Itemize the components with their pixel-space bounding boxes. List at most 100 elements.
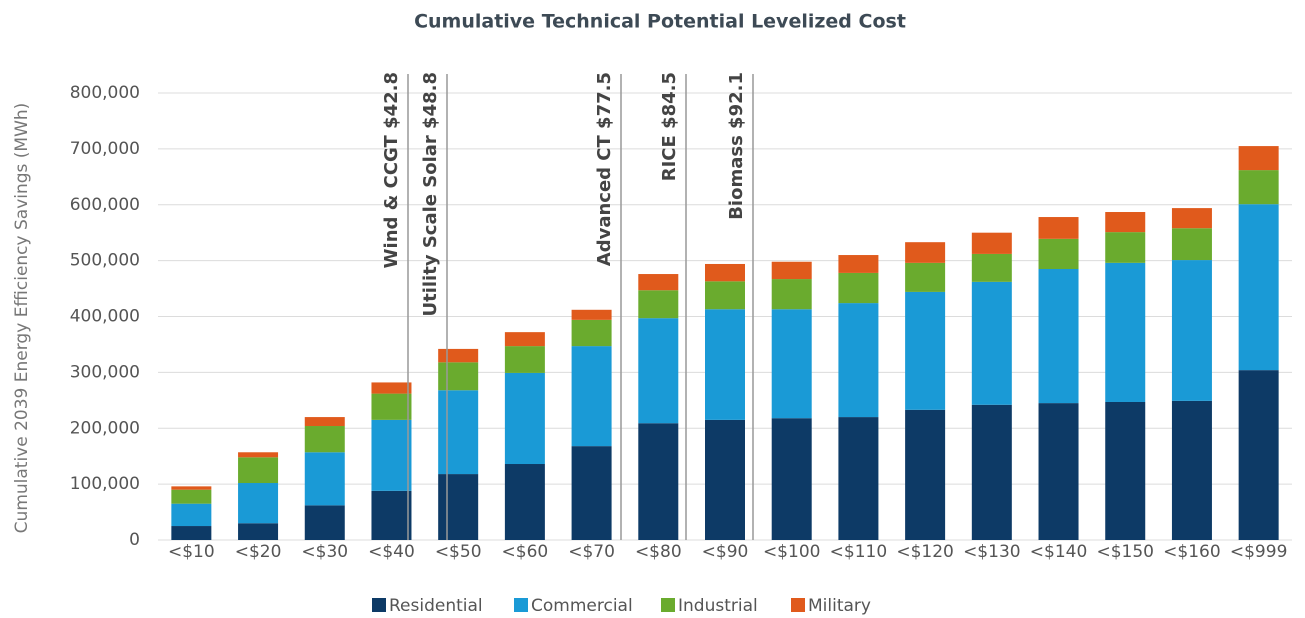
bar-segment [771,279,812,310]
bar-segment [1038,269,1079,404]
bar-segment [304,417,345,427]
bar-segment [1238,370,1279,540]
bar-segment [971,253,1012,282]
bar-segment [438,348,479,363]
x-tick-label: <$20 [235,542,282,562]
bar-segment [571,309,612,320]
bar-segment [771,418,812,540]
bar-segment [571,319,612,347]
legend-swatch [791,598,805,612]
bar-segment [238,452,279,458]
bar-segment [1238,204,1279,371]
bar-segment [171,489,212,504]
annotation-label: Utility Scale Solar $48.8 [420,72,441,317]
x-tick-label: <$30 [301,542,348,562]
legend-swatch [514,598,528,612]
bar-segment [1105,401,1146,540]
bar-segment [1171,400,1212,540]
x-tick-label: <$80 [635,542,682,562]
bar-segment [1038,403,1079,540]
x-tick-label: <$90 [702,542,749,562]
bar-segment [638,274,679,291]
x-tick-label: <$150 [1096,542,1154,562]
bar-segment [371,490,412,540]
bar-segment [238,457,279,484]
legend-label: Industrial [678,596,758,616]
x-tick-label: <$160 [1163,542,1221,562]
annotation-label: Wind & CCGT $42.8 [381,72,402,268]
bar-segment [838,255,879,273]
bar-segment [171,486,212,490]
x-tick-label: <$70 [568,542,615,562]
bar-segment [1171,260,1212,401]
legend-swatch [372,598,386,612]
x-tick-label: <$50 [435,542,482,562]
bar-segment [571,446,612,540]
bar-segment [1105,232,1146,263]
bar-segment [371,419,412,491]
y-tick-label: 500,000 [70,251,140,271]
bar-segment [1238,170,1279,205]
bar-segment [438,390,479,475]
bar-segment [1171,208,1212,229]
bar-segment [638,318,679,424]
bar-segment [1038,238,1079,270]
bar-segment [638,290,679,319]
bar-segment [1105,262,1146,402]
bar-segment [705,263,745,282]
x-tick-label: <$140 [1030,542,1088,562]
legend-label: Residential [389,596,483,616]
bar-segment [638,423,679,540]
x-tick-label: <$999 [1230,542,1288,562]
bar-segment [171,503,212,527]
annotation-label: Advanced CT $77.5 [594,72,615,266]
bar-segment [438,474,479,540]
x-tick-label: <$100 [763,542,821,562]
bar-segment [838,272,879,304]
x-tick-label: <$60 [502,542,549,562]
x-tick-label: <$120 [896,542,954,562]
legend-label: Commercial [531,596,633,616]
bar-segment [238,523,279,540]
bar-segment [504,464,545,540]
bar-segment [905,291,946,410]
bar-segment [304,452,345,506]
bar-segment [771,309,812,419]
bar-segment [905,242,946,263]
bar-segment [238,483,279,524]
annotation-label: Biomass $92.1 [726,72,747,220]
y-tick-label: 300,000 [70,362,140,382]
bar-segment [371,393,412,420]
bar-segment [304,426,345,453]
bar-segment [571,346,612,447]
bar-segment [838,303,879,418]
bar-segment [771,261,812,280]
y-tick-label: 200,000 [70,418,140,438]
y-tick-label: 400,000 [70,307,140,327]
bar-segment [971,281,1012,405]
y-tick-label: 100,000 [70,474,140,494]
x-tick-label: <$110 [830,542,888,562]
legend-label: Military [808,596,871,616]
y-tick-label: 0 [129,530,140,550]
y-tick-label: 600,000 [70,195,140,215]
annotation-label: RICE $84.5 [659,72,680,181]
y-tick-label: 800,000 [70,83,140,103]
bar-segment [304,505,345,540]
bar-segment [1238,146,1279,171]
bar-segment [971,404,1012,540]
bar-segment [504,346,545,373]
bar-segment [705,419,745,540]
y-axis-label: Cumulative 2039 Energy Efficiency Saving… [12,103,32,534]
bar-segment [1105,212,1146,233]
x-tick-label: <$130 [963,542,1021,562]
x-tick-label: <$10 [168,542,215,562]
bar-segment [1038,217,1079,239]
bar-segment [905,262,946,292]
bar-segment [905,409,946,540]
bar-segment [171,526,212,540]
x-tick-label: <$40 [368,542,415,562]
chart-title: Cumulative Technical Potential Levelized… [414,11,906,33]
y-tick-label: 700,000 [70,139,140,159]
